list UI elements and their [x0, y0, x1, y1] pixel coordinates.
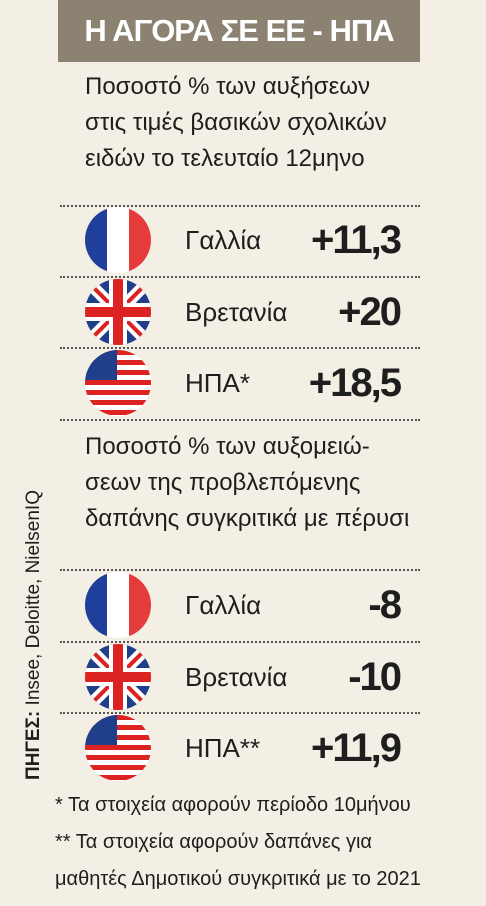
footnote: μαθητές Δημοτικού συγκριτικά με το 2021: [55, 868, 421, 890]
separator: [60, 419, 420, 421]
separator: [60, 205, 420, 207]
country: ΗΠΑ*: [185, 368, 251, 398]
sources: ΠΗΓΕΣ: Insee, Deloitte, NielsenIQ: [22, 490, 46, 780]
description-line: ειδών το τελευταίο 12μηνο: [85, 145, 365, 172]
description-line: σεων της προβλεπόμενης: [85, 469, 361, 496]
flag: [85, 279, 151, 345]
value: +11,9: [310, 726, 402, 770]
flag-icon: [85, 715, 151, 781]
country: Γαλλία: [185, 590, 262, 620]
country: ΗΠΑ**: [185, 733, 261, 763]
flag-icon: [85, 644, 151, 710]
flag-icon: [85, 350, 151, 416]
flag: [85, 572, 151, 638]
separator: [60, 569, 420, 571]
separator: [60, 712, 420, 714]
separator: [60, 641, 420, 643]
sources-text: Insee, Deloitte, NielsenIQ: [23, 490, 44, 706]
value: -10: [348, 655, 402, 699]
country: Βρετανία: [185, 297, 288, 327]
flag: [85, 207, 151, 273]
separator: [60, 276, 420, 278]
value: +20: [338, 290, 402, 334]
description-line: Ποσοστό % των αυξομειώ-: [85, 433, 370, 460]
value: +11,3: [310, 218, 402, 262]
description-line: δαπάνης συγκριτικά με πέρυσι: [85, 505, 410, 532]
flag: [85, 715, 151, 781]
value: +18,5: [308, 361, 402, 405]
flag-icon: [85, 207, 151, 273]
country: Βρετανία: [185, 662, 288, 692]
footnote: * Τα στοιχεία αφορούν περίοδο 10μήνου: [55, 794, 411, 816]
description-line: στις τιμές βασικών σχολικών: [85, 109, 387, 136]
separator: [60, 347, 420, 349]
value: -8: [368, 583, 402, 627]
title: Η ΑΓΟΡΑ ΣΕ ΕΕ - ΗΠΑ: [58, 0, 420, 62]
country: Γαλλία: [185, 225, 262, 255]
sources-label: ΠΗΓΕΣ:: [23, 710, 44, 780]
flag-icon: [85, 572, 151, 638]
flag: [85, 644, 151, 710]
footnote: ** Τα στοιχεία αφορούν δαπάνες για: [55, 831, 372, 853]
flag-icon: [85, 279, 151, 345]
description-line: Ποσοστό % των αυξήσεων: [85, 73, 371, 100]
flag: [85, 350, 151, 416]
